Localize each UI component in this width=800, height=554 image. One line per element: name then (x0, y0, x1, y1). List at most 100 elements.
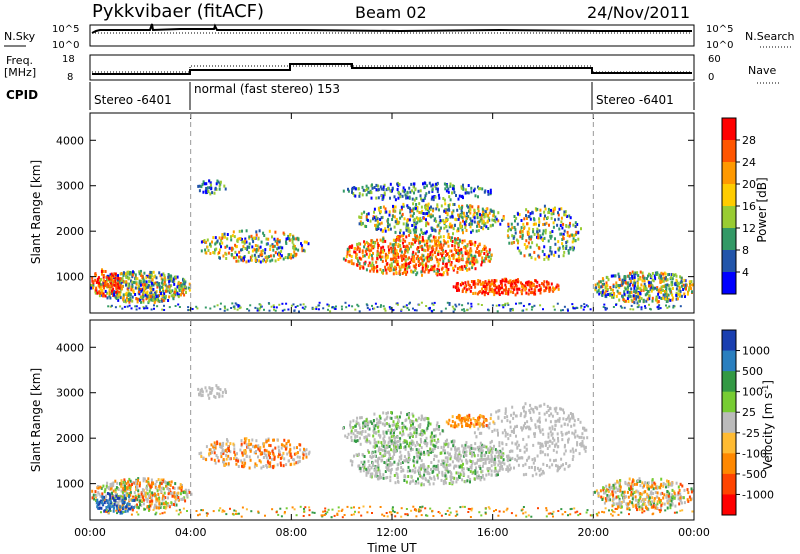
echo-cell (140, 273, 142, 277)
beam-label: Beam 02 (355, 3, 427, 22)
echo-cell (462, 282, 465, 286)
echo-cell (642, 300, 645, 303)
echo-cell (298, 459, 301, 463)
echo-cell (106, 278, 109, 282)
echo-cell (604, 308, 607, 311)
echo-cell (285, 302, 288, 305)
echo-cell (674, 281, 677, 285)
echo-cell (572, 237, 575, 241)
echo-cell (437, 264, 440, 268)
echo-cell (393, 250, 396, 254)
echo-cell (257, 248, 260, 252)
echo-cell (452, 268, 455, 272)
echo-cell (544, 288, 547, 292)
echo-cell (435, 248, 438, 252)
echo-cell (230, 248, 233, 252)
echo-cell (327, 305, 330, 308)
echo-cell (543, 289, 546, 293)
echo-cell (288, 255, 291, 259)
echo-cell (296, 455, 299, 459)
echo-cell (425, 444, 428, 448)
echo-cell (549, 286, 551, 290)
echo-cell (632, 271, 635, 275)
echo-cell (150, 502, 153, 506)
echo-cell (435, 182, 438, 186)
echo-cell (403, 479, 406, 482)
echo-cell (468, 267, 471, 271)
echo-cell (463, 220, 466, 224)
echo-cell (177, 491, 180, 495)
echo-cell (408, 458, 411, 461)
echo-cell (188, 282, 191, 286)
echo-cell (451, 460, 454, 464)
echo-cell (92, 286, 95, 290)
echo-cell (365, 467, 368, 471)
echo-cell (224, 235, 226, 239)
echo-cell (472, 453, 474, 456)
echo-cell (443, 182, 446, 186)
echo-cell (481, 464, 484, 468)
echo-cell (135, 305, 138, 308)
echo-cell (426, 451, 429, 455)
echo-cell (158, 282, 161, 285)
echo-cell (420, 483, 423, 487)
echo-cell (370, 246, 373, 250)
echo-cell (383, 307, 386, 310)
echo-cell (484, 291, 487, 294)
echo-cell (393, 225, 396, 229)
echo-cell (140, 296, 143, 299)
echo-cell (426, 257, 429, 261)
echo-cell (472, 282, 475, 286)
echo-cell (457, 213, 460, 217)
echo-cell (457, 227, 460, 231)
echo-cell (170, 277, 173, 281)
echo-cell (400, 454, 403, 458)
echo-cell (549, 288, 552, 292)
echo-cell (205, 187, 208, 190)
echo-cell (476, 446, 479, 449)
echo-cell (528, 288, 531, 292)
power-colorbar-label: Power [dB] (755, 177, 769, 242)
colorbar-tick-label: 12 (742, 222, 756, 235)
echo-cell (92, 284, 95, 288)
echo-cell (125, 482, 128, 486)
echo-cell (426, 212, 429, 215)
echo-cell (234, 250, 237, 254)
echo-cell (167, 278, 170, 281)
echo-cell (136, 481, 139, 485)
echo-cell (438, 221, 441, 224)
echo-cell (308, 450, 311, 454)
echo-cell (512, 309, 514, 312)
echo-cell (128, 498, 131, 502)
echo-cell (508, 241, 511, 245)
echo-cell (222, 441, 225, 445)
echo-cell (103, 286, 105, 290)
echo-cell (370, 239, 373, 243)
echo-cell (566, 239, 569, 243)
echo-cell (151, 293, 154, 297)
echo-cell (105, 494, 107, 498)
echo-cell (254, 306, 257, 309)
echo-cell (122, 271, 125, 275)
echo-cell (213, 458, 216, 462)
echo-cell (265, 440, 268, 444)
echo-cell (472, 447, 475, 451)
echo-cell (447, 258, 450, 262)
echo-cell (171, 494, 174, 498)
echo-cell (283, 444, 286, 448)
echo-cell (480, 213, 483, 217)
echo-cell (650, 275, 653, 278)
echo-cell (445, 269, 448, 272)
echo-cell (457, 248, 459, 252)
echo-cell (216, 179, 219, 183)
echo-cell (597, 289, 600, 293)
echo-cell (473, 262, 476, 266)
echo-cell (219, 180, 222, 184)
echo-cell (419, 452, 422, 456)
echo-cell (200, 451, 203, 455)
echo-cell (521, 229, 524, 233)
echo-cell (373, 210, 375, 214)
echo-cell (398, 236, 401, 240)
echo-cell (469, 240, 472, 244)
echo-cell (137, 489, 140, 493)
